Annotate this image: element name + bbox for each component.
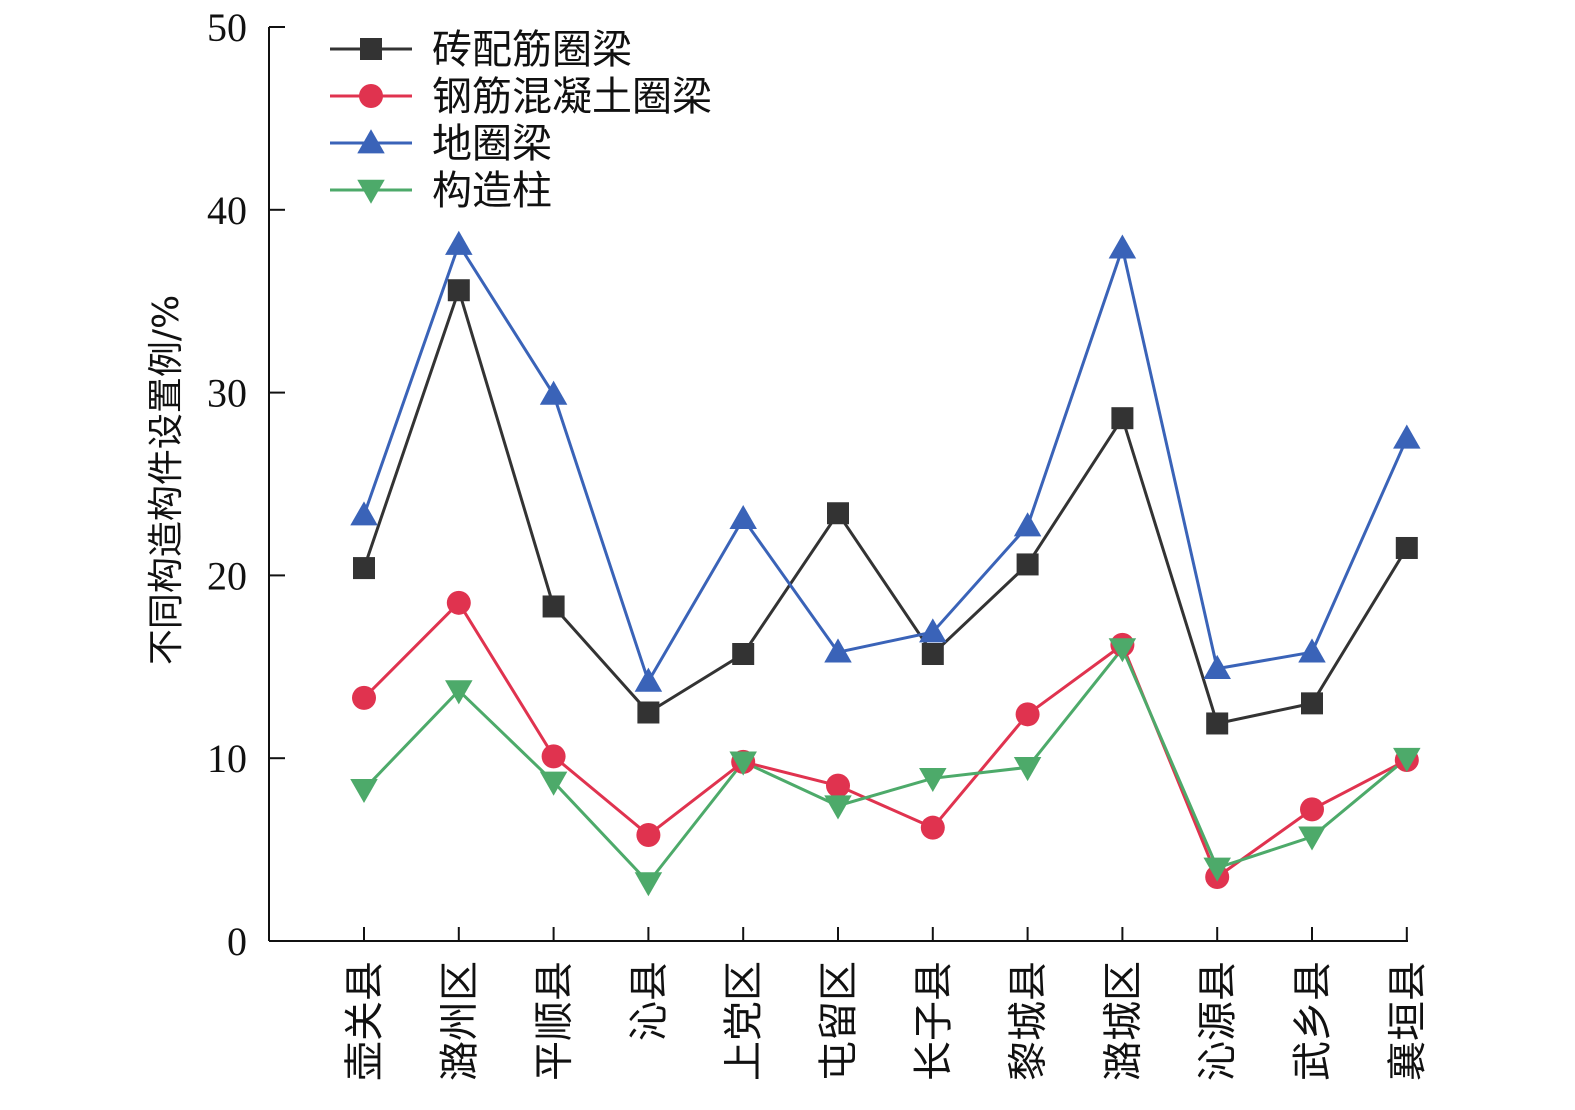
- data-point: [1395, 536, 1418, 559]
- x-tick-label: 长子县: [911, 961, 957, 1081]
- y-tick-label: 20: [207, 553, 247, 598]
- data-point: [1203, 654, 1231, 679]
- y-tick-label: 50: [207, 5, 247, 50]
- data-point: [1393, 424, 1421, 449]
- series-layer: [350, 230, 1421, 897]
- series-3: [362, 241, 1409, 686]
- legend-item: 构造柱: [330, 168, 552, 214]
- legend-label: 砖配筋圈梁: [432, 27, 632, 73]
- data-point: [1301, 692, 1323, 715]
- data-point: [353, 557, 375, 580]
- legend-marker: [359, 84, 383, 108]
- series-line: [362, 241, 1409, 686]
- series-line: [362, 600, 1408, 880]
- data-point: [824, 638, 852, 663]
- x-tick-label: 上党区: [721, 961, 767, 1081]
- axes: 0 10 20 30 40 50 壶关县 潞州区 平顺县 沁县 上党区 屯留区 长子县 黎城县 潞城区 沁源县…: [207, 5, 1431, 1081]
- data-point: [445, 230, 473, 255]
- series-1-markers: [353, 279, 1418, 735]
- data-point: [729, 751, 757, 776]
- data-point: [350, 501, 378, 526]
- data-point: [542, 595, 565, 618]
- series-3-markers: [350, 230, 1421, 692]
- x-tick-label: 屯留区: [816, 961, 862, 1081]
- data-point: [827, 502, 849, 525]
- data-point: [1298, 638, 1326, 663]
- data-point: [1013, 757, 1042, 782]
- data-point: [352, 685, 376, 710]
- data-point: [1013, 512, 1042, 537]
- legend-marker: [360, 38, 382, 60]
- y-tick-label: 40: [207, 188, 247, 233]
- data-point: [921, 643, 944, 666]
- data-point: [1108, 638, 1137, 663]
- y-tick-label: 30: [207, 371, 247, 416]
- data-point: [1298, 826, 1326, 851]
- data-point: [824, 795, 852, 820]
- data-point: [637, 701, 660, 724]
- y-axis-label: 不同构造构件设置例/%: [146, 295, 187, 665]
- data-point: [541, 744, 566, 769]
- x-tick-label: 襄垣县: [1385, 961, 1431, 1081]
- legend-label: 地圈梁: [432, 121, 552, 167]
- legend-item: 钢筋混凝土圈梁: [330, 74, 712, 120]
- data-point: [1111, 407, 1134, 430]
- data-point: [634, 667, 663, 692]
- data-point: [919, 618, 947, 643]
- legend-label: 钢筋混凝土圈梁: [432, 74, 712, 120]
- data-point: [1206, 712, 1229, 735]
- x-tick-label: 沁源县: [1195, 961, 1241, 1081]
- data-point: [1300, 797, 1324, 822]
- data-point: [1108, 234, 1137, 259]
- legend-marker: [357, 179, 385, 204]
- data-point: [1015, 702, 1040, 727]
- legend-item: 地圈梁: [330, 121, 552, 167]
- x-tick-label: 平顺县: [532, 961, 578, 1081]
- data-point: [636, 822, 661, 847]
- data-point: [350, 778, 378, 804]
- data-point: [1393, 747, 1421, 772]
- legend-item: 砖配筋圈梁: [330, 27, 632, 73]
- x-tick-label: 壶关县: [342, 961, 388, 1081]
- data-point: [919, 767, 947, 793]
- series-2: [362, 600, 1408, 880]
- data-point: [539, 380, 568, 405]
- x-tick-label: 黎城县: [1006, 961, 1052, 1081]
- series-4-markers: [350, 638, 1421, 897]
- series-1: [362, 285, 1409, 726]
- y-tick-label: 10: [207, 736, 247, 781]
- data-point: [634, 872, 663, 897]
- data-point: [1016, 553, 1039, 576]
- y-tick-label: 0: [227, 919, 247, 964]
- data-point: [920, 815, 945, 840]
- legend-label: 构造柱: [432, 168, 552, 214]
- data-point: [539, 771, 568, 796]
- data-point: [729, 504, 757, 530]
- data-point: [1203, 857, 1231, 882]
- data-point: [446, 590, 471, 615]
- series-line: [362, 285, 1409, 726]
- series-line: [362, 645, 1408, 885]
- x-tick-label: 沁县: [626, 961, 672, 1041]
- x-tick-label: 潞州区: [437, 961, 483, 1081]
- legend-marker: [357, 129, 385, 154]
- x-tick-label: 武乡县: [1290, 961, 1336, 1081]
- data-point: [732, 643, 755, 666]
- data-point: [826, 773, 850, 798]
- data-point: [447, 279, 470, 302]
- series-4: [362, 645, 1408, 885]
- data-point: [445, 680, 473, 705]
- x-tick-label: 潞城区: [1100, 961, 1146, 1081]
